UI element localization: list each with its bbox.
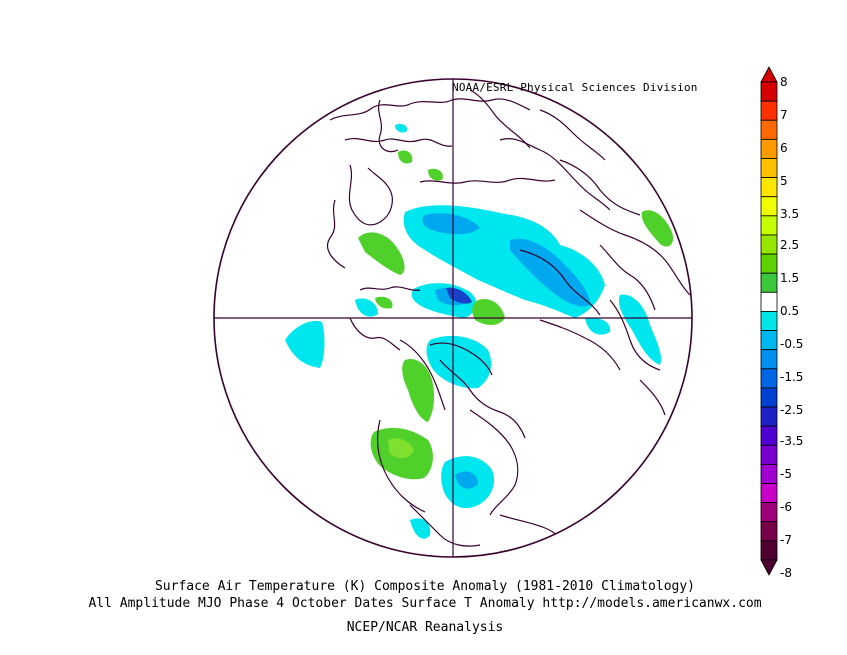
anomaly-region-northsea-cool: [395, 123, 408, 133]
colorbar-swatch: [760, 521, 778, 542]
colorbar-swatch: [760, 215, 778, 236]
colorbar-swatch: [760, 253, 778, 274]
anomaly-region-europe-cool: [585, 317, 611, 335]
title-line-3: NCEP/NCAR Reanalysis: [0, 620, 847, 635]
colorbar-tick-label: -0.5: [780, 337, 804, 351]
colorbar-swatch: [760, 196, 778, 217]
anomaly-region-canada-cool: [426, 335, 492, 389]
anomaly-region-russia-warm: [428, 168, 443, 181]
colorbar-swatch: [760, 483, 778, 504]
anomaly-region-scandinavia-warm: [398, 150, 413, 164]
colorbar-swatch: [760, 502, 778, 523]
anomaly-region-us-cold: [455, 471, 478, 489]
anomaly-region-asia-cool: [618, 294, 662, 365]
colorbar-tick-label: 1.5: [780, 271, 800, 285]
colorbar-tick-label: 0.5: [780, 304, 800, 318]
colorbar-swatch: [760, 444, 778, 465]
colorbar-swatch: [760, 234, 778, 255]
colorbar-swatch: [760, 406, 778, 427]
credit-text: NOAA/ESRL Physical Sciences Division: [452, 81, 698, 94]
colorbar-tick-label: -6: [780, 500, 792, 514]
colorbar-swatch: [760, 330, 778, 351]
colorbar-tick-label: -1.5: [780, 370, 804, 384]
colorbar-swatch: [760, 463, 778, 484]
colorbar-tick-label: -5: [780, 467, 792, 481]
colorbar-swatch: [760, 425, 778, 446]
anomaly-region-eurasia-cold: [422, 213, 480, 235]
colorbar-swatch: [760, 291, 778, 312]
colorbar-tick-label: 3.5: [780, 207, 800, 221]
colorbar-swatch: [760, 349, 778, 370]
colorbar-top-arrow: [760, 66, 778, 83]
anomaly-region-pacific-cool: [285, 320, 325, 368]
colorbar-tick-label: -3.5: [780, 434, 804, 448]
colorbar-tick-label: 7: [780, 108, 788, 122]
anomaly-region-asia-warm: [641, 210, 674, 247]
colorbar-swatch: [760, 387, 778, 408]
colorbar-swatch: [760, 100, 778, 121]
title-line-1: Surface Air Temperature (K) Composite An…: [0, 579, 847, 594]
colorbar-tick-label: 8: [780, 75, 788, 89]
anomaly-region-western-us-core: [388, 438, 414, 459]
colorbar-swatch: [760, 368, 778, 389]
anomaly-region-mexico-cool: [410, 518, 431, 539]
colorbar-swatch: [760, 158, 778, 178]
colorbar-tick-label: 6: [780, 141, 788, 155]
title-line-2: All Amplitude MJO Phase 4 October Dates …: [0, 596, 847, 611]
colorbar-swatch: [760, 272, 778, 293]
anomaly-shading: [285, 123, 674, 539]
colorbar-tick-label: -7: [780, 533, 792, 547]
colorbar-swatch: [760, 81, 778, 102]
colorbar-tick-label: 2.5: [780, 238, 800, 252]
colorbar-swatch: [760, 177, 778, 198]
title-line-1-text: Surface Air Temperature (K) Composite An…: [154, 579, 696, 594]
colorbar-tick-label: -8: [780, 566, 792, 580]
colorbar-swatch: [760, 119, 778, 140]
anomaly-region-westeurope-warm: [358, 232, 405, 275]
anomaly-region-siberia-cold: [510, 238, 590, 307]
coastlines: [326, 89, 691, 549]
colorbar-tick-label: -2.5: [780, 403, 804, 417]
title-line-3-text: NCEP/NCAR Reanalysis: [346, 620, 504, 635]
title-line-2-text: All Amplitude MJO Phase 4 October Dates …: [88, 596, 762, 611]
colorbar-swatch: [760, 138, 778, 159]
colorbar-swatch: [760, 540, 778, 561]
colorbar-bottom-arrow: [760, 559, 778, 576]
anomaly-region-arctic-warm: [375, 296, 393, 309]
colorbar-swatch: [760, 311, 778, 331]
colorbar-tick-label: 5: [780, 174, 788, 188]
anomaly-region-greenland-cool: [355, 298, 378, 317]
colorbar: [760, 66, 778, 576]
anomaly-region-alaska-warm: [402, 358, 435, 422]
